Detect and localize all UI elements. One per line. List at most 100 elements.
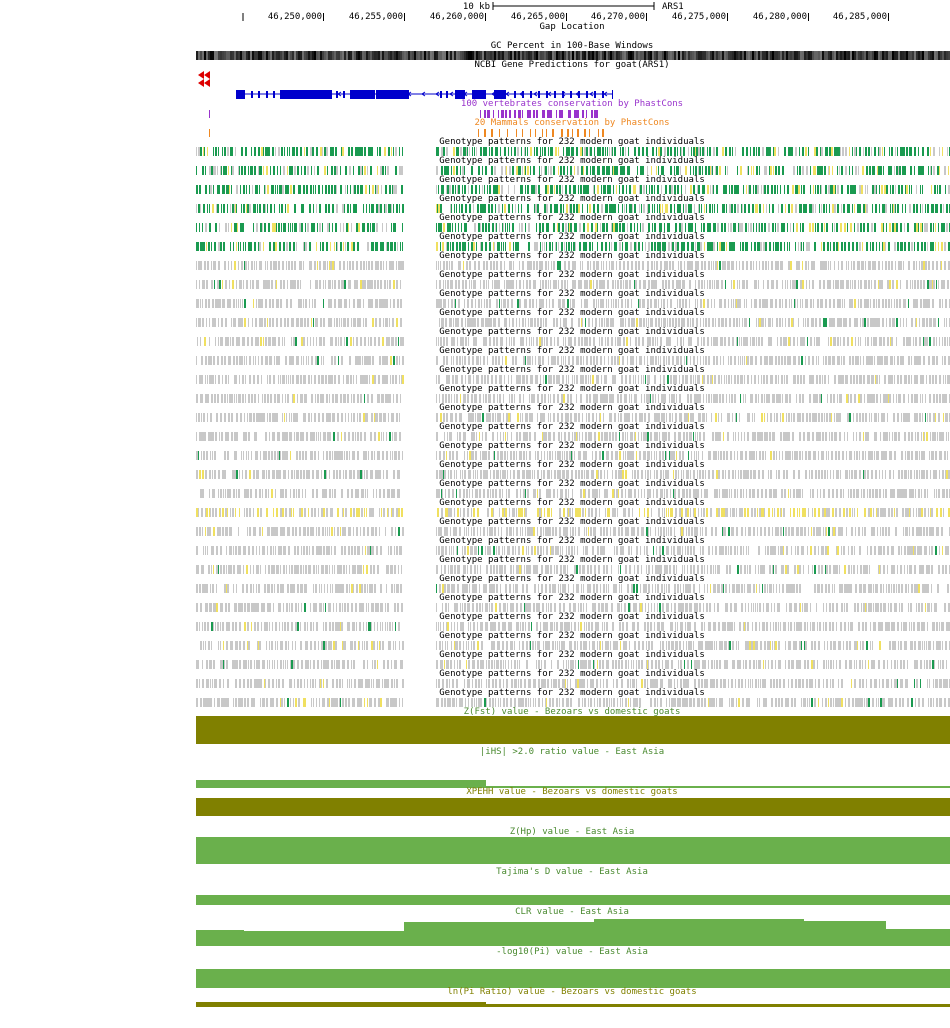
genotype-variant-mark bbox=[266, 280, 268, 289]
genotype-variant-mark bbox=[599, 147, 601, 156]
genotype-track[interactable] bbox=[196, 147, 950, 156]
genotype-variant-mark bbox=[716, 432, 717, 441]
genotype-variant-mark bbox=[564, 299, 565, 308]
genotype-variant-mark bbox=[270, 394, 272, 403]
track-label-genotype[interactable]: Genotype patterns for 232 modern goat in… bbox=[439, 441, 705, 451]
genotype-variant-mark bbox=[317, 394, 319, 403]
cons20-track[interactable] bbox=[196, 128, 950, 137]
genotype-variant-mark bbox=[862, 451, 864, 460]
genotype-variant-mark bbox=[665, 318, 666, 327]
track-label-gap[interactable]: Gap Location bbox=[539, 22, 605, 32]
genotype-track[interactable] bbox=[196, 318, 950, 327]
genotype-variant-mark bbox=[634, 185, 636, 194]
genotype-track[interactable] bbox=[196, 166, 950, 175]
genotype-track[interactable] bbox=[196, 394, 950, 403]
genotype-variant-mark bbox=[237, 432, 238, 441]
genotype-variant-mark bbox=[639, 318, 640, 327]
genotype-variant-mark bbox=[518, 204, 519, 213]
track-label-genotype[interactable]: Genotype patterns for 232 modern goat in… bbox=[439, 251, 705, 261]
track-label-genotype[interactable]: Genotype patterns for 232 modern goat in… bbox=[439, 194, 705, 204]
genotype-variant-mark bbox=[599, 337, 600, 346]
genotype-variant-mark bbox=[908, 432, 910, 441]
genotype-variant-mark bbox=[567, 413, 569, 422]
genotype-variant-mark bbox=[602, 394, 603, 403]
genotype-variant-mark bbox=[826, 223, 828, 232]
cons20-element bbox=[542, 129, 543, 137]
genotype-track[interactable] bbox=[196, 337, 950, 346]
track-label-cons20[interactable]: 20 Mammals conservation by PhastCons bbox=[474, 118, 670, 128]
gc-window-bar bbox=[238, 51, 240, 60]
gc-window-bar bbox=[788, 51, 790, 60]
track-label-genotype[interactable]: Genotype patterns for 232 modern goat in… bbox=[439, 175, 705, 185]
genotype-variant-mark bbox=[345, 166, 347, 175]
track-label-genotype[interactable]: Genotype patterns for 232 modern goat in… bbox=[439, 137, 705, 147]
genotype-track[interactable] bbox=[196, 432, 950, 441]
gc-window-bar bbox=[674, 51, 676, 60]
strand-arrow-icon bbox=[505, 91, 510, 97]
genotype-track[interactable] bbox=[196, 299, 950, 308]
genotype-variant-mark bbox=[495, 204, 496, 213]
gene-model[interactable] bbox=[236, 90, 613, 99]
genotype-variant-mark bbox=[297, 413, 298, 422]
genotype-variant-mark bbox=[711, 394, 712, 403]
genotype-variant-mark bbox=[267, 375, 268, 384]
gene-track[interactable] bbox=[196, 68, 950, 102]
track-label-genotype[interactable]: Genotype patterns for 232 modern goat in… bbox=[439, 156, 705, 166]
genotype-variant-mark bbox=[724, 375, 725, 384]
track-label-genotype[interactable]: Genotype patterns for 232 modern goat in… bbox=[439, 213, 705, 223]
track-label-genotype[interactable]: Genotype patterns for 232 modern goat in… bbox=[439, 270, 705, 280]
genotype-variant-mark bbox=[677, 242, 679, 251]
gc-window-bar bbox=[400, 51, 402, 60]
genotype-variant-mark bbox=[552, 451, 553, 460]
genotype-variant-mark bbox=[377, 470, 379, 479]
genotype-variant-mark bbox=[797, 299, 798, 308]
genotype-variant-mark bbox=[494, 318, 496, 327]
genotype-track[interactable] bbox=[196, 375, 950, 384]
genotype-variant-mark bbox=[500, 432, 501, 441]
genotype-variant-mark bbox=[667, 318, 668, 327]
genotype-track[interactable] bbox=[196, 356, 950, 365]
track-label-genotype[interactable]: Genotype patterns for 232 modern goat in… bbox=[439, 403, 705, 413]
track-label-genotype[interactable]: Genotype patterns for 232 modern goat in… bbox=[439, 327, 705, 337]
genotype-track[interactable] bbox=[196, 204, 950, 213]
genotype-track[interactable] bbox=[196, 413, 950, 422]
genotype-variant-mark bbox=[268, 147, 269, 156]
cons100-track[interactable] bbox=[196, 109, 950, 118]
genotype-track[interactable] bbox=[196, 223, 950, 232]
track-label-genotype[interactable]: Genotype patterns for 232 modern goat in… bbox=[439, 232, 705, 242]
track-label-genotype[interactable]: Genotype patterns for 232 modern goat in… bbox=[439, 460, 705, 470]
track-label-genes[interactable]: NCBI Gene Predictions for goat(ARS1) bbox=[474, 60, 670, 70]
genotype-variant-mark bbox=[946, 318, 947, 327]
track-label-genotype[interactable]: Genotype patterns for 232 modern goat in… bbox=[439, 289, 705, 299]
track-label-genotype[interactable]: Genotype patterns for 232 modern goat in… bbox=[439, 308, 705, 318]
genotype-variant-mark bbox=[522, 375, 524, 384]
genotype-track[interactable] bbox=[196, 261, 950, 270]
genotype-track[interactable] bbox=[196, 470, 950, 479]
genotype-variant-mark bbox=[642, 413, 643, 422]
gc-percent-track[interactable] bbox=[196, 51, 950, 60]
genotype-variant-mark bbox=[524, 375, 525, 384]
genotype-track[interactable] bbox=[196, 280, 950, 289]
genotype-variant-mark bbox=[657, 242, 658, 251]
genotype-track[interactable] bbox=[196, 185, 950, 194]
genotype-variant-mark bbox=[550, 166, 551, 175]
track-label-genotype[interactable]: Genotype patterns for 232 modern goat in… bbox=[439, 365, 705, 375]
genotype-variant-mark bbox=[248, 451, 249, 460]
track-label-gc[interactable]: GC Percent in 100-Base Windows bbox=[490, 41, 654, 51]
track-label-genotype[interactable]: Genotype patterns for 232 modern goat in… bbox=[439, 384, 705, 394]
genotype-variant-mark bbox=[224, 356, 226, 365]
track-label-genotype[interactable]: Genotype patterns for 232 modern goat in… bbox=[439, 346, 705, 356]
genotype-variant-mark bbox=[881, 185, 883, 194]
genotype-variant-mark bbox=[378, 204, 380, 213]
track-label-genotype[interactable]: Genotype patterns for 232 modern goat in… bbox=[439, 422, 705, 432]
genotype-variant-mark bbox=[913, 261, 915, 270]
track-label-cons100[interactable]: 100 vertebrates conservation by PhastCon… bbox=[460, 99, 684, 109]
genotype-track[interactable] bbox=[196, 242, 950, 251]
gc-window-bar bbox=[440, 51, 442, 60]
genotype-track[interactable] bbox=[196, 451, 950, 460]
genotype-variant-mark bbox=[196, 356, 197, 365]
genotype-variant-mark bbox=[485, 223, 487, 232]
genotype-variant-mark bbox=[712, 185, 713, 194]
genotype-variant-mark bbox=[598, 166, 600, 175]
genotype-variant-mark bbox=[296, 356, 297, 365]
